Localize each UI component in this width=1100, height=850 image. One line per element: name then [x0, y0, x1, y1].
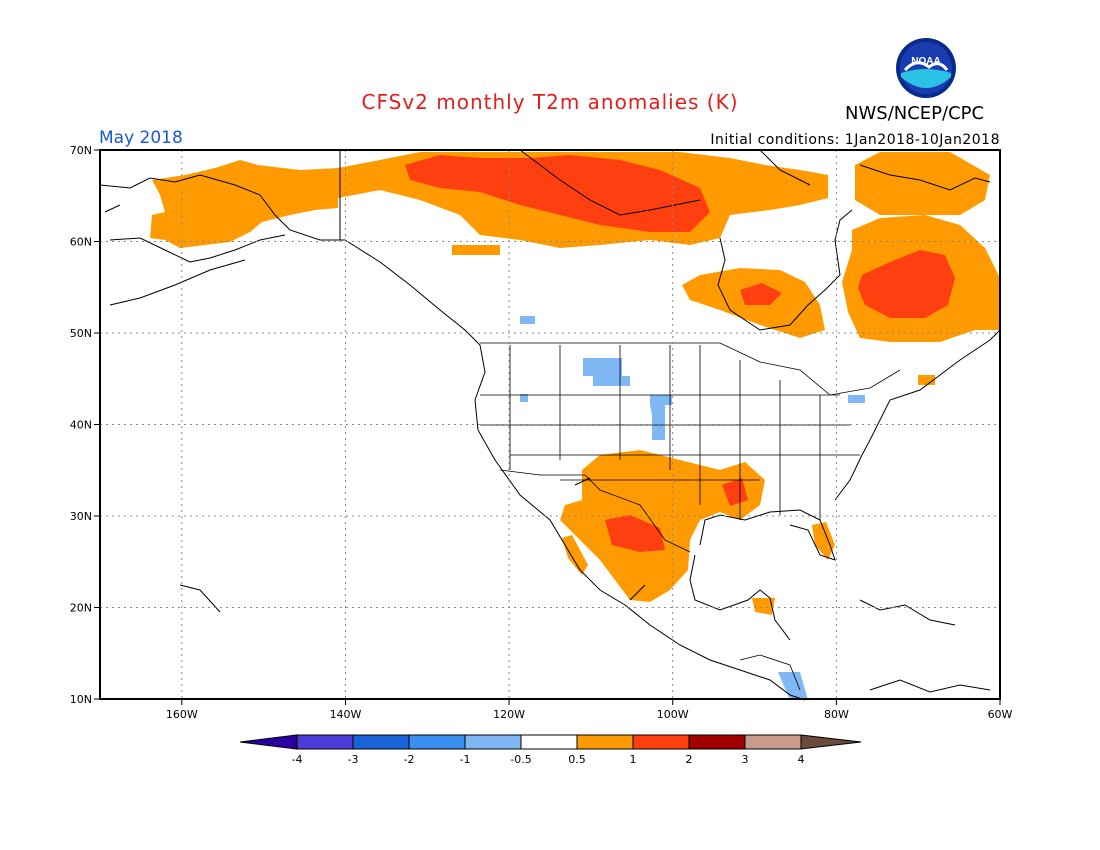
- colorbar-left-arrow: [239, 734, 298, 750]
- anomaly-montana-cool: [583, 358, 630, 386]
- lat-label-50n: 50N: [70, 327, 92, 340]
- lon-label-100w: 100W: [657, 708, 689, 721]
- map-title: CFSv2 monthly T2m anomalies (K): [361, 90, 739, 114]
- anomaly-florida: [812, 522, 835, 560]
- forecast-month: May 2018: [99, 128, 183, 148]
- colorbar-label: 0.5: [568, 753, 586, 766]
- colorbar-swatch: [296, 734, 354, 750]
- logo-text: NOAA: [911, 56, 940, 67]
- colorbar-label: 2: [686, 753, 693, 766]
- colorbar-swatch: [464, 734, 522, 750]
- colorbar-right-arrow: [800, 734, 862, 750]
- anomaly-sd-cool: [650, 395, 672, 440]
- anomaly-quebec-core: [858, 250, 955, 318]
- noaa-logo-icon: NOAA: [896, 38, 956, 98]
- initial-conditions: Initial conditions: 1Jan2018-10Jan2018: [710, 132, 1000, 148]
- lon-label-160w: 160W: [166, 708, 198, 721]
- lon-label-120w: 120W: [493, 708, 525, 721]
- anomaly-arctic-islands: [855, 152, 990, 215]
- colorbar-swatch: [352, 734, 410, 750]
- colorbar-label: -1: [460, 753, 471, 766]
- anomaly-arklatex-core: [722, 478, 748, 506]
- lat-label-70n: 70N: [70, 144, 92, 157]
- lon-label-140w: 140W: [330, 708, 362, 721]
- anomaly-alaska: [150, 160, 338, 248]
- anomaly-baja: [562, 535, 588, 575]
- axis-ticks: [94, 149, 1001, 705]
- anomaly-texas-core: [605, 515, 665, 552]
- gridlines: [100, 150, 1000, 699]
- lat-label-40n: 40N: [70, 419, 92, 432]
- colorbar-swatch: [408, 734, 466, 750]
- colorbar-swatch: [632, 734, 690, 750]
- colorbar-swatch: [520, 734, 578, 750]
- colorbar-swatches: [239, 734, 862, 750]
- lat-label-10n: 10N: [70, 693, 92, 706]
- colorbar-label: 1: [630, 753, 637, 766]
- anomaly-ontario-core: [740, 283, 782, 305]
- lat-label-60n: 60N: [70, 236, 92, 249]
- colorbar-label: -0.5: [510, 753, 531, 766]
- lon-labels: 160W 140W 120W 100W 80W 60W: [166, 708, 1013, 721]
- lon-label-60w: 60W: [988, 708, 1013, 721]
- lat-label-30n: 30N: [70, 510, 92, 523]
- anomaly-central-america-cool: [778, 672, 808, 700]
- lon-label-80w: 80W: [824, 708, 849, 721]
- agency-label: NWS/NCEP/CPC: [845, 103, 985, 124]
- colorbar-swatch: [744, 734, 802, 750]
- colorbar-label: 4: [798, 753, 805, 766]
- colorbar-swatch: [576, 734, 634, 750]
- anomaly-canada-small: [452, 245, 500, 255]
- colorbar-label: -2: [404, 753, 415, 766]
- lat-labels: 70N 60N 50N 40N 30N 20N 10N: [70, 144, 92, 706]
- colorbar-labels: -4 -3 -2 -1 -0.5 0.5 1 2 3 4: [292, 753, 805, 766]
- coastlines: [99, 149, 1001, 701]
- anomaly-south: [560, 450, 765, 602]
- colorbar-label: 3: [742, 753, 749, 766]
- lat-label-20n: 20N: [70, 602, 92, 615]
- colorbar-label: -4: [292, 753, 303, 766]
- anomaly-misc-cool-3: [848, 395, 865, 403]
- anomaly-yucatan: [752, 598, 775, 615]
- anomaly-misc-cool-2: [520, 394, 528, 402]
- colorbar-swatch: [688, 734, 746, 750]
- colorbar-label: -3: [348, 753, 359, 766]
- anomaly-misc-cool-1: [520, 316, 535, 324]
